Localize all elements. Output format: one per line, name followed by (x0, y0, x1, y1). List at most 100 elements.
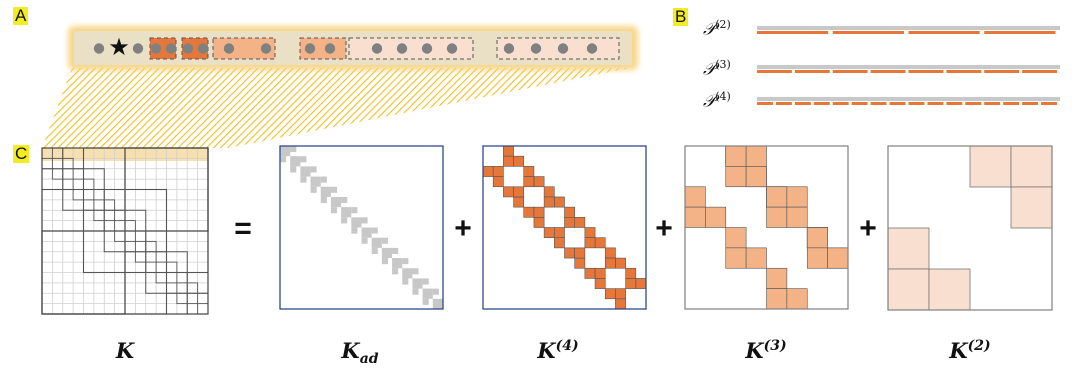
diag-cell (422, 298, 429, 305)
p-row-segment (927, 102, 944, 105)
band-cell (564, 247, 575, 259)
p-row-segment (794, 70, 830, 73)
strip-dots (93, 43, 598, 54)
diag-cell (351, 217, 362, 228)
diag-cell (341, 207, 352, 218)
p-row-gray-bar (757, 97, 1060, 101)
band-cell (564, 217, 575, 228)
diag-cell (361, 237, 368, 244)
band-cell (533, 176, 545, 188)
p-row-segment (775, 102, 792, 105)
diag-cell (422, 278, 429, 285)
strip-dot (182, 43, 194, 54)
strip-dot (530, 43, 542, 54)
matrix-k-ad (279, 145, 444, 310)
diag-cell (300, 176, 307, 183)
band-cell (503, 155, 514, 167)
band-cell (554, 196, 565, 208)
band-cell (554, 237, 565, 249)
band-cell (584, 227, 596, 238)
block-outline (155, 251, 167, 263)
block-cell (1010, 145, 1053, 188)
plus-sign-3: + (859, 212, 877, 245)
block-outline (124, 240, 136, 253)
band-cell (625, 267, 637, 279)
block-cell (725, 247, 747, 269)
block-outline (114, 209, 126, 222)
p-row-segment (832, 70, 868, 73)
p-row-segment (908, 31, 980, 34)
band-cell (503, 186, 514, 198)
block-cell (786, 206, 808, 228)
diag-cell (290, 166, 297, 173)
block-cell (887, 268, 930, 311)
diag-cell (432, 288, 439, 295)
diag-cell (280, 146, 291, 157)
caption-k2: K(2) (949, 338, 991, 363)
diag-cell (371, 227, 378, 234)
strip-dot (93, 43, 105, 54)
matrix-k4-border (482, 145, 647, 310)
band-cell (635, 278, 647, 289)
diag-cell (280, 156, 287, 163)
block-outline (145, 240, 157, 253)
band-cell (604, 257, 616, 269)
strip-dot (396, 43, 408, 54)
equals-sign: = (234, 212, 252, 245)
block-outline (134, 230, 147, 242)
block-outline (176, 292, 188, 305)
strip-dot (586, 43, 598, 54)
band-cell (523, 176, 535, 188)
p-row-segment (1022, 70, 1057, 73)
block-outline (145, 261, 157, 273)
block-cell (745, 247, 767, 269)
diag-cell (371, 247, 378, 254)
diag-cell (381, 258, 388, 265)
diag-cell (310, 176, 321, 187)
block-cell (928, 268, 971, 311)
band-cell (564, 206, 575, 218)
block-outline (62, 178, 74, 190)
diag-cell (432, 298, 443, 309)
band-cell (574, 217, 586, 228)
matrix-k-ad-border (279, 145, 444, 310)
block-cell (766, 267, 788, 289)
band-cell (543, 196, 555, 208)
star-icon: ★ (108, 33, 130, 61)
diag-cell (290, 146, 297, 153)
strip-dot (260, 43, 272, 54)
band-cell (604, 288, 616, 300)
diag-cell (310, 166, 317, 173)
block-outline (166, 261, 178, 273)
caption-k: K (115, 338, 135, 363)
diag-cell (290, 156, 301, 167)
p-row-segment (832, 102, 849, 105)
block-outline (124, 220, 136, 232)
p-row-segment (757, 31, 829, 34)
band-cell (533, 217, 545, 228)
diag-cell (300, 156, 307, 163)
block-cell (684, 206, 706, 228)
band-cell (523, 166, 535, 177)
band-cell (604, 247, 616, 259)
p-row-segment (965, 102, 982, 105)
band-cell (513, 196, 525, 208)
block-cell (786, 288, 808, 310)
band-cell (615, 288, 626, 300)
block-outline (72, 168, 84, 180)
diag-cell (320, 186, 331, 197)
zoom-hatch (42, 68, 630, 148)
diag-cell (392, 268, 399, 275)
block-cell (969, 145, 1012, 188)
p-row-segment (1041, 102, 1057, 105)
block-cell (766, 206, 788, 228)
panel-b (757, 26, 1060, 105)
diag-cell (330, 186, 338, 193)
p-row-gray-bar (757, 65, 1060, 69)
diag-cell (300, 166, 311, 177)
band-cell (482, 166, 494, 177)
diag-cell (381, 247, 393, 259)
band-cell (543, 186, 555, 198)
block-cell (806, 227, 828, 249)
diag-cell (341, 217, 348, 224)
